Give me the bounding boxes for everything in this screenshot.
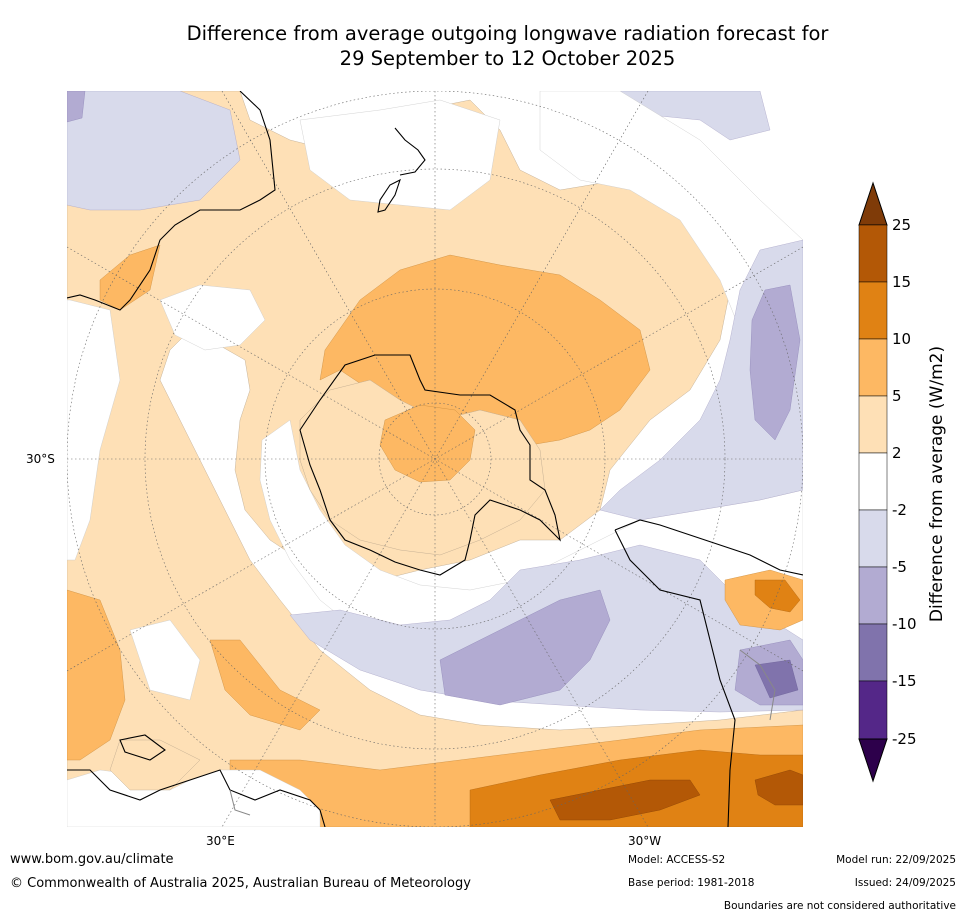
anomaly-region-neg-5-10-east [749,284,801,441]
coastline-new-zealand-north [394,127,426,176]
colorbar-tick: 2 [892,444,902,462]
anomaly-region-pos-15-25-south [549,779,701,821]
colorbar-tick: -15 [892,672,917,690]
meridian-120w [67,246,803,672]
copyright-text: © Commonwealth of Australia 2025, Austra… [10,876,471,891]
anomaly-region-pos-10-15-southeast [754,579,801,613]
colorbar-band-5-10 [858,338,888,397]
longitude-label-west: 30°W [628,834,662,848]
colorbar-tick: 15 [892,273,912,291]
website-link[interactable]: www.bom.gov.au/climate [10,852,174,867]
anomaly-region-neutral-southwest [129,619,201,701]
anomaly-region-neg-2-5-northwest [67,91,241,211]
model-text: Model: ACCESS-S2 [628,854,726,866]
colorbar-tick: 25 [892,216,912,234]
colorbar-band-neg-5-10 [858,566,888,625]
anomaly-region-neutral-west-2 [67,299,121,561]
colorbar-band-neg-10-15 [858,623,888,682]
colorbar-tick: -2 [892,501,907,519]
anomaly-region-neutral-north [299,99,501,211]
coastline-australia [67,91,276,311]
coastline-south-america [614,519,803,827]
border-south-america [739,649,776,721]
title-line-1: Difference from average outgoing longwav… [186,22,829,45]
colorbar [858,181,888,783]
colorbar-tick: 5 [892,387,902,405]
anomaly-region-neg-5-10-northwest [67,91,86,123]
anomaly-region-pos-5-10-southwest-2 [209,639,321,731]
colorbar-bottom-arrow [858,738,888,783]
colorbar-band-neutral [858,452,888,511]
colorbar-label: Difference from average (W/m2) [927,345,947,623]
colorbar-band-neg-2-5 [858,509,888,568]
coastline-madagascar [119,734,166,761]
latitude-circle-60s [264,288,606,630]
colorbar-top-arrow [858,181,888,226]
disclaimer-text: Boundaries are not considered authoritat… [723,900,956,912]
colorbar-band-neg-15-25 [858,680,888,740]
colorbar-tick: 10 [892,330,912,348]
colorbar-tick: -5 [892,558,907,576]
border-africa [229,789,251,816]
coastlines [67,91,803,827]
anomaly-region-pos-15-25-southeast [754,769,803,806]
anomaly-region-neg-10-15-southeast [754,659,799,699]
colorbar-band-15-25 [858,224,888,283]
anomaly-region-neutral-west [159,284,266,351]
anomaly-region-neg-5-10-south [439,589,611,706]
longitude-label-east: 30°E [206,834,235,848]
colorbar-band-10-15 [858,281,888,340]
anomaly-region-pos-5-10-southwest [67,589,126,761]
coastline-antarctica [299,354,561,576]
country-borders [229,649,776,816]
map-panel [67,91,803,827]
coastline-new-zealand-south [377,178,401,213]
chart-title: Difference from average outgoing longwav… [0,21,965,71]
colorbar-tick: -25 [892,730,917,748]
latitude-circle-45s [144,168,726,750]
colorbar-band-2-5 [858,395,888,454]
model-run-text: Model run: 22/09/2025 [836,854,956,866]
base-period-text: Base period: 1981-2018 [628,877,755,889]
coastline-africa [67,769,326,827]
anomaly-region-pos-5-10-pole-core [379,404,476,483]
anomaly-region-pos-2-5-africa [109,739,201,791]
anomaly-region-pos-5-10-australia [99,244,161,311]
anomaly-region-neg-2-5-east [599,239,803,521]
colorbar-tick: -10 [892,615,917,633]
issued-text: Issued: 24/09/2025 [854,877,956,889]
latitude-label: 30°S [26,452,55,466]
title-line-2: 29 September to 12 October 2025 [339,47,676,70]
graticule [67,91,803,827]
